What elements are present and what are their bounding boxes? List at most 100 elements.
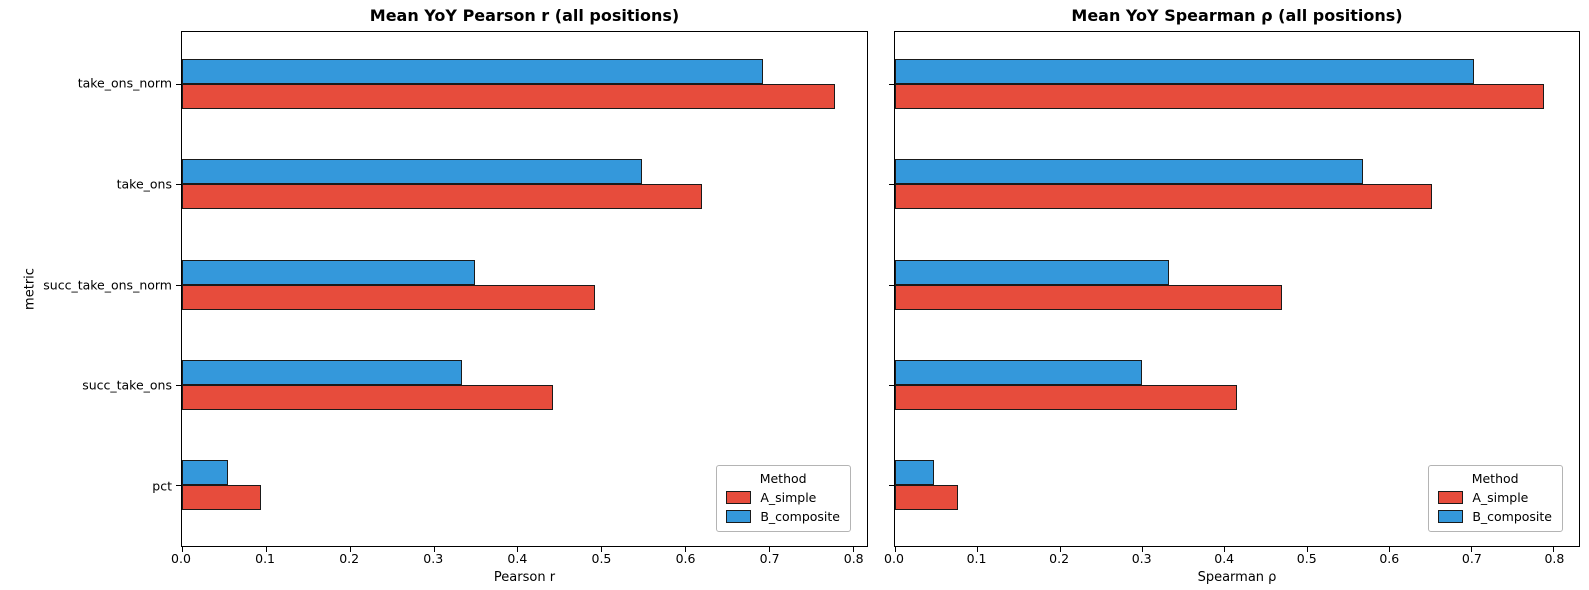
x-tick-label: 0.7: [759, 551, 780, 566]
x-tick-label: 0.6: [1379, 551, 1400, 566]
legend-row-A_simple: A_simple: [726, 490, 840, 505]
x-tick-label: 0.7: [1461, 551, 1482, 566]
bar-B_composite-succ_take_ons: [895, 359, 1142, 385]
x-tick-mark: [685, 547, 687, 552]
y-tick-mark: [889, 484, 894, 486]
bar-A_simple-succ_take_ons: [895, 384, 1237, 410]
y-tick-labels-spearman: [725, 31, 885, 547]
x-tick-mark: [852, 547, 854, 552]
legend-swatch-A_simple: [726, 491, 752, 504]
bar-A_simple-succ_take_ons: [182, 384, 554, 410]
x-tick-label: 0.1: [255, 551, 276, 566]
x-tick-mark: [1059, 547, 1061, 552]
y-tick-label-succ_take_ons_norm: succ_take_ons_norm: [43, 277, 172, 292]
x-tick-mark: [895, 547, 896, 552]
bar-A_simple-take_ons_norm: [895, 84, 1545, 110]
legend-label-A_simple: A_simple: [760, 490, 817, 505]
bar-B_composite-succ_take_ons_norm: [182, 259, 476, 285]
x-tick-label: 0.8: [843, 551, 864, 566]
y-tick-mark: [176, 484, 181, 486]
legend-pearson: Method A_simple B_composite: [716, 465, 851, 532]
x-tick-label: 0.0: [171, 551, 191, 566]
bar-B_composite-succ_take_ons: [182, 359, 463, 385]
x-tick-labels-pearson: 0.0 0.1 0.2 0.3 0.4 0.5 0.6 0.7 0.8: [171, 551, 868, 567]
x-tick-label: 0.3: [423, 551, 444, 566]
legend-label-B_composite: B_composite: [760, 509, 840, 524]
x-tick-label: 0.5: [591, 551, 612, 566]
x-tick-mark: [1553, 547, 1555, 552]
x-tick-mark: [517, 547, 519, 552]
bar-A_simple-pct: [182, 484, 261, 510]
bar-A_simple-succ_take_ons_norm: [895, 284, 1282, 310]
plot-area-pearson: Method A_simple B_composite: [176, 31, 868, 552]
x-tick-labels-spearman: 0.0 0.1 0.2 0.3 0.4 0.5 0.6 0.7 0.8: [884, 551, 1580, 567]
legend-label-B_composite: B_composite: [1472, 509, 1552, 524]
chart-title-spearman: Mean YoY Spearman ρ (all positions): [1071, 6, 1403, 25]
legend-spearman: Method A_simple B_composite: [1428, 465, 1563, 532]
x-tick-mark: [768, 547, 770, 552]
bar-A_simple-take_ons: [182, 184, 702, 210]
x-tick-label: 0.6: [675, 551, 696, 566]
x-tick-label: 0.2: [339, 551, 360, 566]
x-tick-mark: [1306, 547, 1308, 552]
legend-row-B_composite: B_composite: [726, 509, 840, 524]
x-tick-mark: [977, 547, 979, 552]
x-axis-label-pearson: Pearson r: [493, 570, 556, 585]
x-tick-label: 0.8: [1544, 551, 1565, 566]
y-tick-mark: [889, 184, 894, 186]
bar-B_composite-take_ons_norm: [895, 59, 1475, 85]
bar-B_composite-take_ons: [895, 159, 1364, 185]
legend-row-B_composite: B_composite: [1438, 509, 1552, 524]
x-tick-mark: [265, 547, 267, 552]
x-tick-mark: [1471, 547, 1473, 552]
y-tick-label-pct: pct: [152, 478, 172, 494]
y-tick-mark: [889, 84, 894, 86]
y-tick-mark: [176, 284, 181, 286]
bar-B_composite-succ_take_ons_norm: [895, 259, 1170, 285]
legend-label-A_simple: A_simple: [1472, 490, 1529, 505]
y-tick-mark: [176, 84, 181, 86]
bar-A_simple-take_ons: [895, 184, 1433, 210]
x-axis-label-spearman: Spearman ρ: [1197, 570, 1277, 585]
legend-swatch-B_composite: [726, 510, 752, 523]
y-tick-mark: [889, 384, 894, 386]
legend-swatch-A_simple: [1438, 491, 1464, 504]
plot-area-spearman: Method A_simple B_composite: [889, 31, 1580, 552]
x-tick-mark: [1224, 547, 1226, 552]
bar-B_composite-take_ons_norm: [182, 59, 764, 85]
y-tick-mark: [176, 384, 181, 386]
x-tick-label: 0.0: [884, 551, 904, 566]
y-tick-label-take_ons: take_ons: [116, 176, 172, 192]
bar-B_composite-pct: [182, 459, 229, 485]
bar-B_composite-take_ons: [182, 159, 643, 185]
y-tick-mark: [889, 284, 894, 286]
x-tick-mark: [601, 547, 603, 552]
legend-title: Method: [1471, 471, 1519, 486]
x-tick-label: 0.5: [1296, 551, 1317, 566]
y-tick-mark: [176, 184, 181, 186]
x-tick-mark: [433, 547, 435, 552]
x-tick-label: 0.4: [507, 551, 528, 566]
x-tick-mark: [349, 547, 351, 552]
x-tick-label: 0.4: [1214, 551, 1235, 566]
bar-A_simple-pct: [895, 484, 958, 510]
bar-B_composite-pct: [895, 459, 934, 485]
y-tick-label-take_ons_norm: take_ons_norm: [77, 75, 172, 91]
chart-title-pearson: Mean YoY Pearson r (all positions): [369, 6, 680, 25]
x-tick-label: 0.2: [1049, 551, 1070, 566]
bar-A_simple-succ_take_ons_norm: [182, 284, 595, 310]
spearman-chart: Mean YoY Spearman ρ (all positions) Meth…: [884, 0, 1580, 590]
x-tick-mark: [1141, 547, 1143, 552]
y-tick-label-succ_take_ons: succ_take_ons: [82, 377, 172, 393]
legend-row-A_simple: A_simple: [1438, 490, 1552, 505]
pearson-chart: Mean YoY Pearson r (all positions) Metho…: [43, 0, 868, 590]
legend-swatch-B_composite: [1438, 510, 1464, 523]
x-tick-label: 0.1: [966, 551, 987, 566]
legend-title: Method: [759, 471, 807, 486]
x-tick-label: 0.3: [1131, 551, 1152, 566]
x-tick-mark: [182, 547, 183, 552]
x-tick-mark: [1388, 547, 1390, 552]
bar-A_simple-take_ons_norm: [182, 84, 836, 110]
